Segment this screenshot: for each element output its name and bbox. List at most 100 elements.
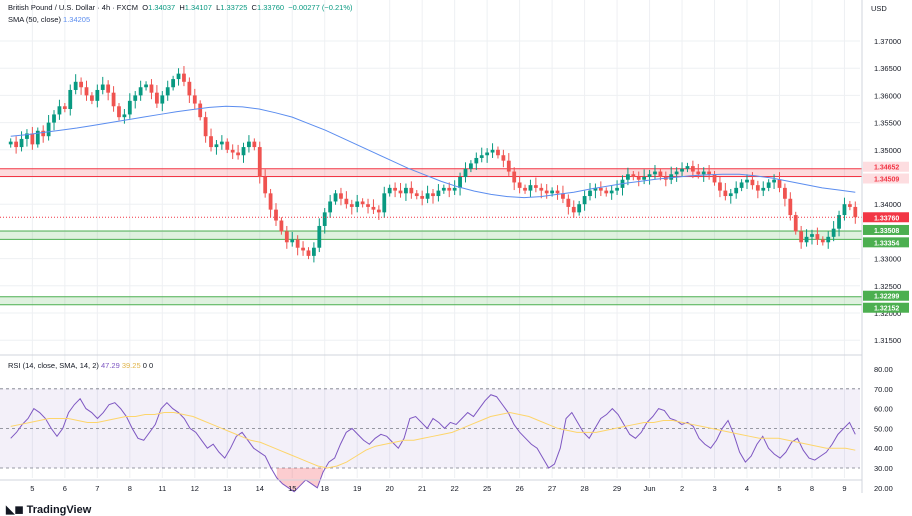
price-tick-label: 1.35500 (874, 119, 901, 128)
rsi-tick-label: 70.00 (874, 385, 893, 394)
candle-body (214, 144, 219, 148)
candle-body (777, 179, 782, 188)
candle-body (523, 187, 527, 191)
resistance-zone-band (0, 168, 862, 177)
time-tick-label: 28 (580, 484, 588, 493)
time-tick-label: 22 (450, 484, 458, 493)
close-value: 1.33760 (256, 3, 285, 12)
candle-body (133, 95, 138, 101)
candle-body (279, 220, 284, 232)
resistance-bottom-tag: 1.34509 (874, 177, 899, 184)
candle-body (160, 95, 165, 104)
rsi-tick-label: 40.00 (874, 444, 893, 453)
time-tick-label: 20 (386, 484, 394, 493)
candle-body (404, 187, 408, 194)
candle-body (241, 147, 246, 156)
candle-body (474, 157, 479, 164)
candle-body (111, 92, 116, 107)
candle-body (73, 81, 78, 90)
candle-body (30, 133, 35, 145)
rsi-sma-line (10, 412, 856, 469)
candle-body (41, 130, 46, 137)
candle-body (615, 187, 619, 191)
candle-body (506, 160, 511, 172)
time-tick-label: 29 (613, 484, 621, 493)
symbol-header[interactable]: British Pound / U.S. Dollar · 4h · FXCM … (8, 3, 352, 12)
time-tick-label: 7 (95, 484, 99, 493)
candle-body (328, 201, 333, 213)
candlestick-series[interactable] (8, 66, 858, 263)
sma-legend-label: SMA (50, close) (8, 15, 61, 24)
rsi-tick-label: 80.00 (874, 365, 893, 374)
rsi-legend[interactable]: RSI (14, close, SMA, 14, 2) 47.29 39.25 … (8, 361, 153, 370)
candle-body (441, 187, 446, 191)
change-value: −0.00277 (−0.21%) (288, 3, 353, 12)
time-tick-label: 21 (418, 484, 426, 493)
candle-body (582, 196, 587, 205)
candle-body (696, 171, 701, 175)
tradingview-logo-text: TradingView (26, 504, 92, 516)
candle-body (409, 187, 414, 194)
candle-body (339, 193, 343, 199)
support-2-bottom-tag: 1.32152 (874, 306, 899, 313)
candle-body (837, 215, 841, 229)
time-tick-label: 11 (158, 484, 166, 493)
candle-body (653, 171, 657, 175)
candle-body (701, 171, 706, 175)
candle-body (685, 166, 690, 169)
support-1-bottom-tag-bg (863, 237, 909, 248)
resistance-top-tag-bg (863, 161, 909, 172)
time-tick-label: 15 (288, 484, 296, 493)
candle-body (571, 206, 576, 213)
support-1-bottom-tag: 1.33354 (874, 240, 899, 247)
currency-label[interactable]: USD (871, 4, 887, 13)
candle-body (225, 141, 230, 150)
candle-body (604, 190, 609, 194)
candle-body (414, 193, 419, 197)
candle-body (52, 114, 56, 123)
candle-body (127, 100, 132, 115)
rsi-tick-label: 30.00 (874, 464, 893, 473)
candle-body (550, 190, 555, 194)
time-tick-label: 6 (63, 484, 67, 493)
rsi-tick-label: 20.00 (874, 484, 893, 493)
rsi-tick-label: 60.00 (874, 405, 893, 414)
rsi-sma-legend-value: 39.25 (121, 361, 141, 370)
candle-body (90, 95, 94, 101)
symbol-title[interactable]: British Pound / U.S. Dollar · 4h · FXCM (8, 3, 139, 12)
candle-body (295, 239, 300, 248)
sma-path (10, 105, 856, 199)
time-tick-label: 18 (321, 484, 329, 493)
time-axis[interactable]: 5 6 7 8 11 12 13 14 15 18 19 20 21 22 25 26 27 28 29 Jun 2 3 4… (0, 479, 862, 493)
candle-body (577, 204, 582, 213)
candle-body (718, 182, 722, 191)
rsi-pane[interactable]: 80.00 70.00 60.00 50.00 40.00 30.00 20.00 (0, 365, 893, 493)
candle-body (79, 81, 83, 88)
candle-body (425, 193, 430, 199)
candle-body (431, 193, 435, 197)
price-tick-label: 1.36500 (874, 64, 901, 73)
candle-body (284, 231, 289, 243)
candle-body (106, 84, 111, 93)
price-tick-label: 1.31500 (874, 336, 901, 345)
candle-body (263, 177, 268, 194)
candle-body (382, 193, 387, 213)
sma-legend[interactable]: SMA (50, close) 1.34205 (8, 15, 90, 24)
candle-body (512, 171, 517, 183)
resistance-top-tag: 1.34652 (874, 165, 899, 172)
candle-body (544, 190, 549, 194)
candle-body (783, 187, 787, 199)
candle-body (755, 185, 760, 191)
candle-body (333, 193, 338, 202)
candle-body (669, 174, 674, 180)
support-resistance-zones (0, 168, 862, 306)
price-tick-label: 1.36000 (874, 91, 901, 100)
candle-body (154, 92, 159, 104)
candle-body (46, 122, 51, 137)
support-2-top-tag-bg (863, 290, 909, 301)
candle-body (95, 89, 100, 101)
candle-body (496, 149, 500, 156)
time-tick-label: 26 (515, 484, 523, 493)
price-axis[interactable]: 1.37000 1.36500 1.36000 1.35500 1.35000 1.345… (861, 0, 909, 493)
